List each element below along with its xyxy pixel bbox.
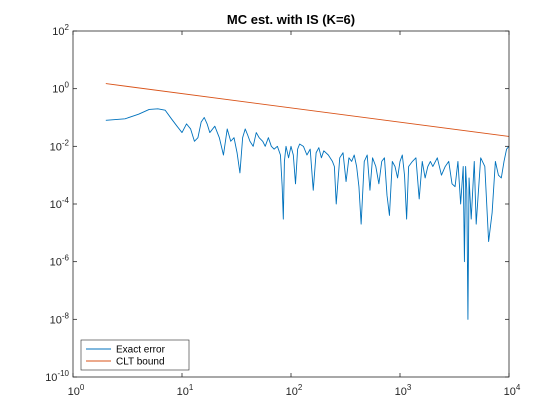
chart-title: MC est. with IS (K=6) [227, 12, 355, 27]
y-tick-label: 10-2 [50, 138, 70, 153]
y-tick-label: 100 [52, 81, 69, 96]
plot-area [73, 31, 509, 377]
x-tick-label: 102 [286, 383, 303, 398]
x-tick-label: 104 [504, 383, 521, 398]
y-tick-label: 10-4 [50, 196, 70, 211]
x-tick-label: 101 [177, 383, 194, 398]
tick-layer: 100 101 102 103 104 102 100 10-2 10-4 10-6 10-8 10-… [45, 23, 521, 398]
legend-label-2: CLT bound [116, 357, 165, 368]
series-line-1 [105, 108, 510, 320]
y-tick-label: 10-8 [50, 311, 70, 326]
x-tick-label: 103 [395, 383, 412, 398]
y-tick-label: 10-10 [45, 369, 69, 384]
legend-label-1: Exact error [116, 345, 166, 356]
legend-box [80, 339, 190, 371]
series-line-2 [105, 83, 510, 137]
y-tick-label: 10-6 [50, 254, 70, 269]
x-tick-label: 100 [68, 383, 85, 398]
series-layer [105, 83, 510, 320]
y-tick-label: 102 [52, 23, 69, 38]
